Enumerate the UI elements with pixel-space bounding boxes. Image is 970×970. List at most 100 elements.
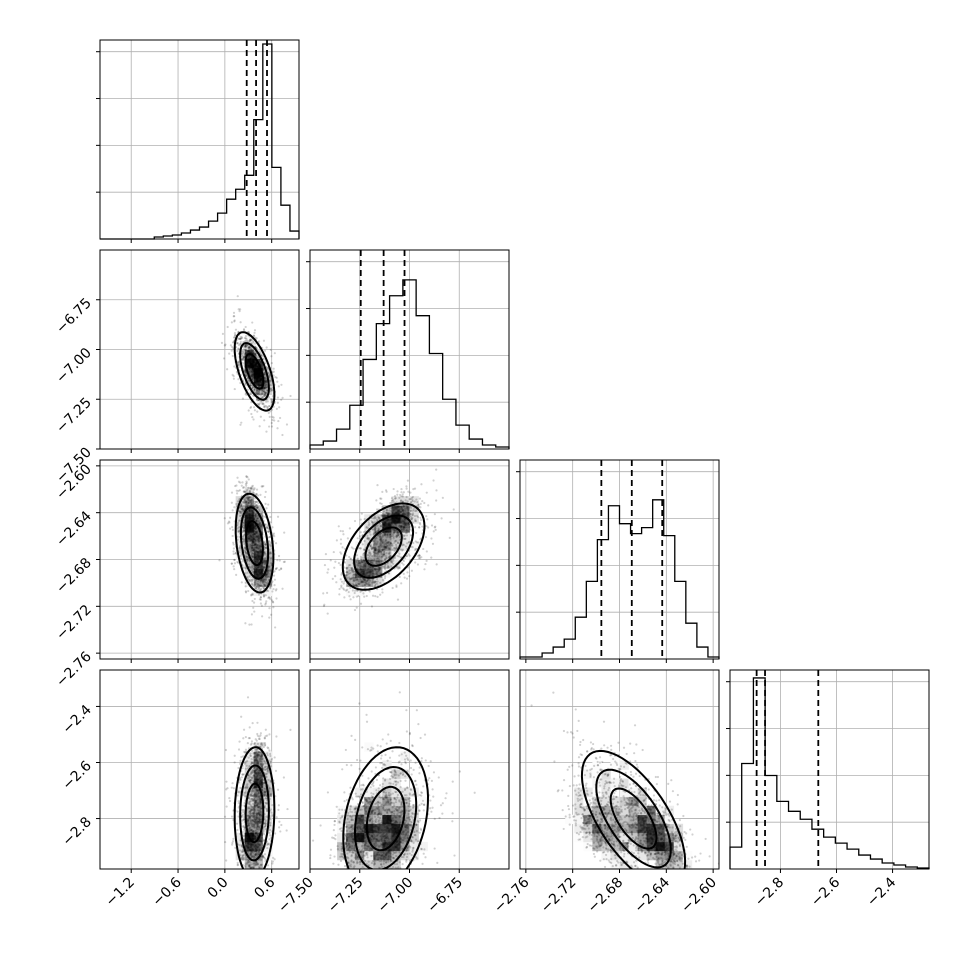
sample-point: [393, 523, 396, 526]
sample-point: [250, 544, 253, 547]
sample-point: [253, 353, 257, 356]
sample-point: [249, 364, 253, 367]
sample-point: [244, 518, 247, 521]
sample-point: [251, 362, 254, 366]
sample-point: [264, 543, 267, 546]
sample-point: [247, 478, 250, 481]
sample-point: [365, 569, 368, 572]
sample-point: [382, 523, 385, 526]
sample-point: [376, 560, 379, 563]
sample-point: [257, 380, 260, 383]
sample-point: [395, 506, 398, 509]
sample-point: [256, 557, 259, 560]
sample-point: [263, 395, 267, 398]
sample-point: [229, 516, 232, 519]
sample-point: [270, 361, 273, 365]
sample-point: [251, 533, 255, 536]
sample-point: [259, 521, 262, 524]
sample-point: [409, 501, 412, 504]
sample-point: [250, 525, 253, 529]
sample-point: [386, 564, 390, 568]
sample-point: [258, 372, 261, 375]
sample-point: [246, 351, 250, 354]
sample-point: [269, 569, 272, 572]
sample-point: [248, 361, 251, 364]
sample-point: [263, 551, 266, 554]
sample-point: [364, 564, 367, 567]
sample-point: [255, 378, 259, 382]
sample-point: [249, 530, 252, 533]
sample-point: [392, 537, 395, 540]
density-cell: [253, 532, 264, 542]
sample-point: [248, 528, 252, 531]
sample-point: [245, 516, 248, 519]
sample-point: [405, 504, 408, 507]
sample-point: [389, 518, 392, 521]
sample-point: [254, 373, 258, 376]
sample-point: [372, 533, 375, 536]
sample-point: [243, 528, 246, 531]
sample-point: [260, 565, 263, 568]
sample-point: [244, 519, 247, 522]
sample-point: [377, 568, 380, 571]
sample-point: [242, 345, 245, 348]
sample-point: [268, 415, 271, 418]
sample-point: [264, 387, 267, 390]
sample-point: [396, 511, 399, 514]
sample-point: [354, 573, 357, 576]
sample-point: [250, 516, 253, 519]
sample-point: [252, 532, 256, 536]
sample-point: [379, 525, 382, 528]
sample-point: [390, 565, 393, 568]
sample-point: [250, 527, 253, 530]
sample-point: [250, 370, 254, 374]
sample-point: [264, 373, 267, 376]
sample-point: [270, 425, 274, 428]
sample-point: [252, 525, 255, 528]
sample-point: [255, 571, 258, 574]
sample-point: [392, 528, 395, 531]
sample-point: [345, 573, 348, 577]
sample-point: [234, 484, 237, 488]
sample-point: [251, 539, 254, 543]
sample-point: [252, 536, 255, 539]
sample-point: [248, 339, 251, 342]
sample-point: [250, 367, 253, 370]
sample-point: [237, 363, 240, 366]
sample-point: [356, 557, 360, 560]
sample-point: [261, 392, 264, 395]
sample-point: [353, 584, 356, 587]
sample-point: [342, 587, 345, 590]
sample-point: [253, 557, 256, 561]
sample-point: [251, 363, 254, 366]
sample-point: [363, 567, 366, 570]
sample-point: [248, 575, 251, 578]
sample-point: [264, 391, 268, 394]
sample-point: [247, 365, 250, 368]
sample-point: [232, 565, 235, 568]
sample-point: [259, 572, 262, 575]
sample-point: [250, 511, 254, 515]
sample-point: [239, 335, 242, 338]
sample-point: [253, 367, 257, 370]
sample-point: [378, 550, 381, 553]
sample-point: [399, 520, 402, 523]
sample-point: [251, 540, 254, 543]
sample-point: [254, 545, 257, 549]
sample-point: [242, 509, 245, 512]
sample-point: [242, 351, 245, 354]
sample-point: [257, 552, 260, 555]
sample-point: [255, 376, 258, 379]
sample-point: [391, 507, 394, 510]
sample-point: [233, 387, 236, 391]
sample-point: [226, 522, 230, 525]
sample-point: [253, 570, 256, 573]
sample-point: [262, 402, 265, 405]
sample-point: [262, 560, 266, 563]
sample-point: [254, 368, 257, 371]
sample-point: [250, 498, 253, 501]
sample-point: [269, 552, 273, 555]
density-cell: [409, 541, 419, 551]
sample-point: [251, 570, 254, 573]
sample-point: [375, 552, 379, 555]
